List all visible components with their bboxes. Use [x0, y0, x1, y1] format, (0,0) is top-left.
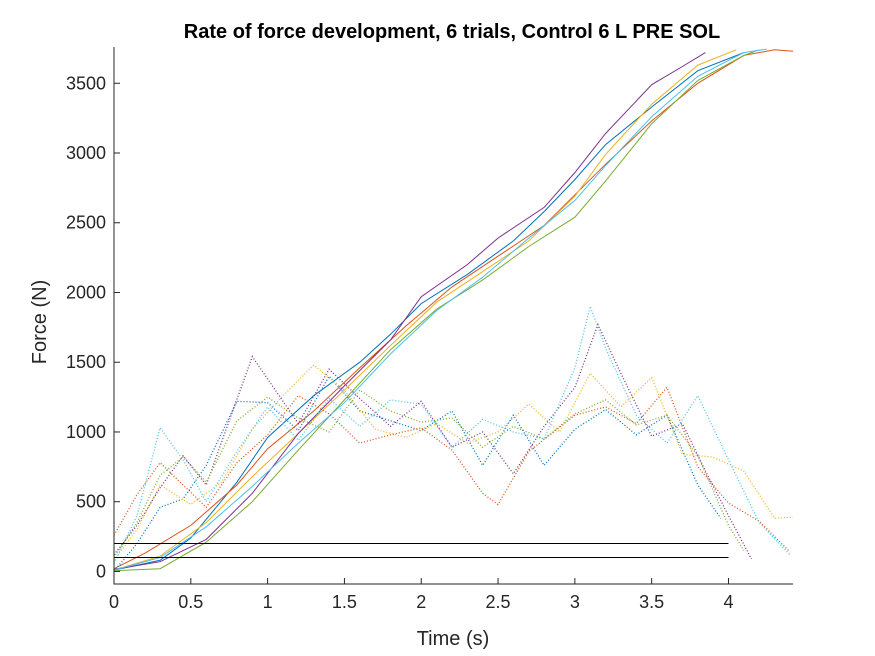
y-tick-label: 1500: [66, 352, 106, 372]
x-tick-label: 2: [416, 592, 426, 612]
x-tick-label: 4: [723, 592, 733, 612]
x-axis-label: Time (s): [417, 628, 490, 650]
solid-series-line-2: [113, 49, 794, 570]
threshold-lines: [114, 543, 729, 558]
x-tick-label: 3: [570, 592, 580, 612]
y-tick-label: 0: [96, 561, 106, 581]
x-tick-label: 1: [263, 592, 273, 612]
dotted-series-line-8: [113, 386, 791, 553]
y-tick-label: 500: [76, 492, 106, 512]
dotted-series-line-7: [113, 375, 722, 572]
chart-title: Rate of force development, 6 trials, Con…: [184, 21, 720, 43]
solid-series-line-4: [113, 52, 706, 570]
y-tick-label: 1000: [66, 422, 106, 442]
x-axis-ticks: 0 0.5 1 1.5 2 2.5 3 3.5 4: [109, 578, 733, 612]
x-tick-label: 0: [109, 592, 119, 612]
y-tick-label: 3000: [66, 143, 106, 163]
series-layer: [113, 48, 794, 572]
solid-series-line-1: [113, 52, 744, 571]
x-tick-label: 0.5: [178, 592, 203, 612]
solid-series-line-5: [113, 49, 760, 572]
x-tick-label: 1.5: [332, 592, 357, 612]
y-axis-ticks: 0 500 1000 1500 2000 2500 3000 3500: [66, 73, 120, 581]
y-tick-label: 2500: [66, 213, 106, 233]
y-axis-label: Force (N): [29, 280, 51, 364]
dotted-series-line-10: [113, 322, 753, 560]
x-tick-label: 2.5: [486, 592, 511, 612]
y-tick-label: 2000: [66, 282, 106, 302]
plot-area: 0 0.5 1 1.5 2 2.5 3 3.5 4 0 500 1000 1500 2000 2500 30…: [66, 47, 794, 612]
y-tick-label: 3500: [66, 73, 106, 93]
solid-series-line-6: [113, 48, 767, 571]
x-tick-label: 3.5: [639, 592, 664, 612]
solid-series-line-3: [113, 49, 737, 571]
